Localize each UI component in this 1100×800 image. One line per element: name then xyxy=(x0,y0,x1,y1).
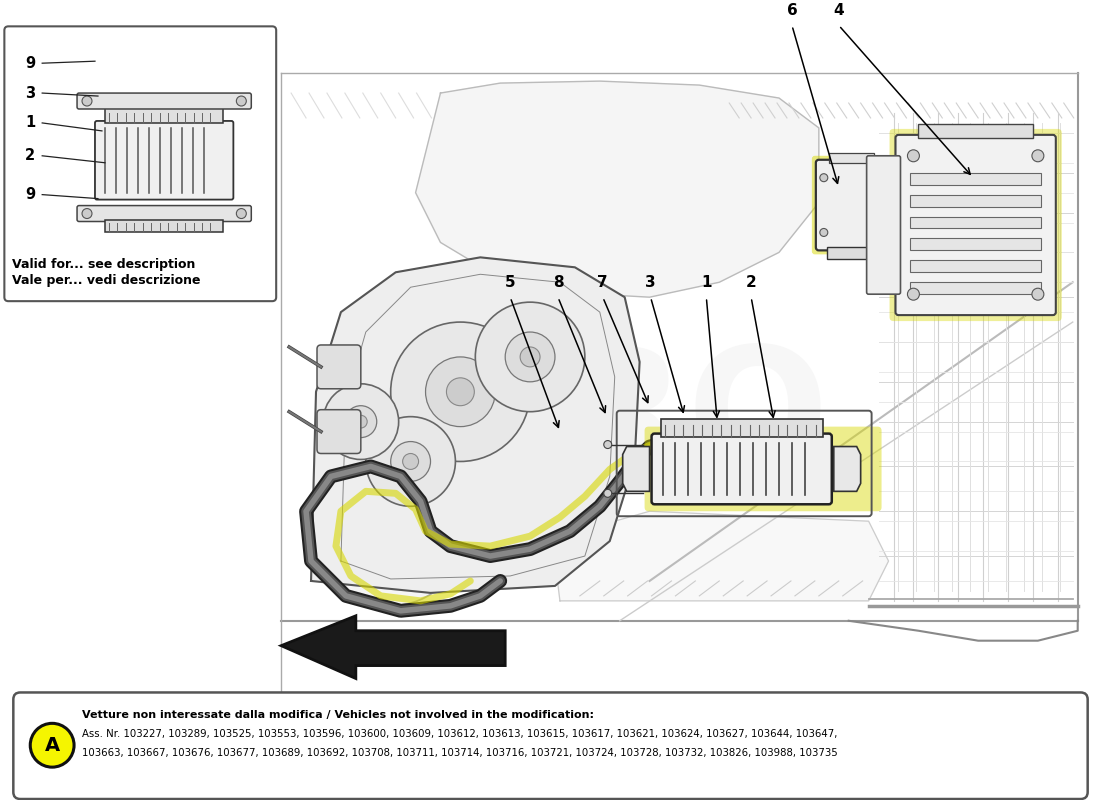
Bar xyxy=(911,217,1041,229)
Circle shape xyxy=(604,441,612,449)
Text: 2: 2 xyxy=(25,148,35,163)
Polygon shape xyxy=(416,81,818,297)
Circle shape xyxy=(520,347,540,367)
Circle shape xyxy=(1010,182,1016,188)
Polygon shape xyxy=(556,511,889,601)
Text: A: A xyxy=(45,736,59,754)
Bar xyxy=(660,418,823,437)
Circle shape xyxy=(31,723,74,767)
Text: passion...: passion... xyxy=(331,477,675,546)
Circle shape xyxy=(390,442,430,482)
Circle shape xyxy=(426,357,495,426)
FancyBboxPatch shape xyxy=(812,156,891,254)
FancyBboxPatch shape xyxy=(317,410,361,454)
Circle shape xyxy=(505,332,556,382)
FancyBboxPatch shape xyxy=(645,426,881,511)
Text: 5: 5 xyxy=(505,275,516,290)
Circle shape xyxy=(1032,288,1044,300)
Text: Ass. Nr. 103227, 103289, 103525, 103553, 103596, 103600, 103609, 103612, 103613,: Ass. Nr. 103227, 103289, 103525, 103553,… xyxy=(82,730,837,739)
Text: Vale per... vedi descrizione: Vale per... vedi descrizione xyxy=(12,274,201,287)
FancyBboxPatch shape xyxy=(77,93,251,109)
FancyBboxPatch shape xyxy=(867,156,901,294)
FancyBboxPatch shape xyxy=(77,206,251,222)
Bar xyxy=(911,282,1041,294)
FancyBboxPatch shape xyxy=(317,345,361,389)
Bar xyxy=(911,238,1041,250)
Circle shape xyxy=(354,415,367,428)
FancyBboxPatch shape xyxy=(95,121,233,200)
Circle shape xyxy=(82,209,92,218)
Circle shape xyxy=(323,384,398,459)
Polygon shape xyxy=(834,446,860,491)
Bar xyxy=(104,107,223,123)
FancyBboxPatch shape xyxy=(816,160,887,250)
Polygon shape xyxy=(623,446,650,491)
Circle shape xyxy=(908,288,920,300)
Circle shape xyxy=(820,229,828,237)
Text: 6: 6 xyxy=(786,3,798,18)
FancyBboxPatch shape xyxy=(13,693,1088,799)
Polygon shape xyxy=(282,616,505,678)
Circle shape xyxy=(990,182,997,188)
Circle shape xyxy=(668,425,712,469)
Text: 1: 1 xyxy=(25,115,35,130)
Circle shape xyxy=(447,378,474,406)
Text: 7: 7 xyxy=(597,275,608,290)
Text: 4: 4 xyxy=(834,3,844,18)
Text: 3: 3 xyxy=(646,275,656,290)
Circle shape xyxy=(403,454,419,470)
Circle shape xyxy=(1020,200,1026,206)
Text: 103663, 103667, 103676, 103677, 103689, 103692, 103708, 103711, 103714, 103716, : 103663, 103667, 103676, 103677, 103689, … xyxy=(82,748,838,758)
Circle shape xyxy=(390,322,530,462)
Text: EURO: EURO xyxy=(311,340,829,503)
Circle shape xyxy=(820,174,828,182)
Polygon shape xyxy=(311,258,639,593)
Circle shape xyxy=(366,417,455,506)
Bar xyxy=(911,194,1041,206)
Text: 9: 9 xyxy=(25,56,35,70)
Bar xyxy=(918,124,1033,138)
Bar xyxy=(911,260,1041,272)
Circle shape xyxy=(980,200,986,206)
Text: Vetture non interessate dalla modifica / Vehicles not involved in the modificati: Vetture non interessate dalla modifica /… xyxy=(82,710,594,720)
Circle shape xyxy=(976,174,1031,230)
Circle shape xyxy=(990,217,997,223)
FancyBboxPatch shape xyxy=(890,129,1062,321)
Circle shape xyxy=(236,96,246,106)
Circle shape xyxy=(475,302,585,412)
Text: 3: 3 xyxy=(25,86,35,101)
Circle shape xyxy=(908,150,920,162)
FancyBboxPatch shape xyxy=(4,26,276,301)
Circle shape xyxy=(345,406,377,438)
FancyBboxPatch shape xyxy=(895,135,1056,315)
Text: 9: 9 xyxy=(25,187,35,202)
FancyBboxPatch shape xyxy=(651,434,832,504)
Text: 1: 1 xyxy=(701,275,712,290)
Bar xyxy=(827,247,876,259)
Circle shape xyxy=(316,457,465,606)
Circle shape xyxy=(604,490,612,498)
Bar xyxy=(911,173,1041,185)
Text: 2: 2 xyxy=(746,275,757,290)
Bar xyxy=(828,153,873,162)
Circle shape xyxy=(82,96,92,106)
Text: 8: 8 xyxy=(552,275,563,290)
Circle shape xyxy=(1032,150,1044,162)
Text: Valid for... see description: Valid for... see description xyxy=(12,258,196,271)
Circle shape xyxy=(236,209,246,218)
Circle shape xyxy=(341,482,440,581)
Bar xyxy=(104,219,223,233)
Circle shape xyxy=(1010,217,1016,223)
